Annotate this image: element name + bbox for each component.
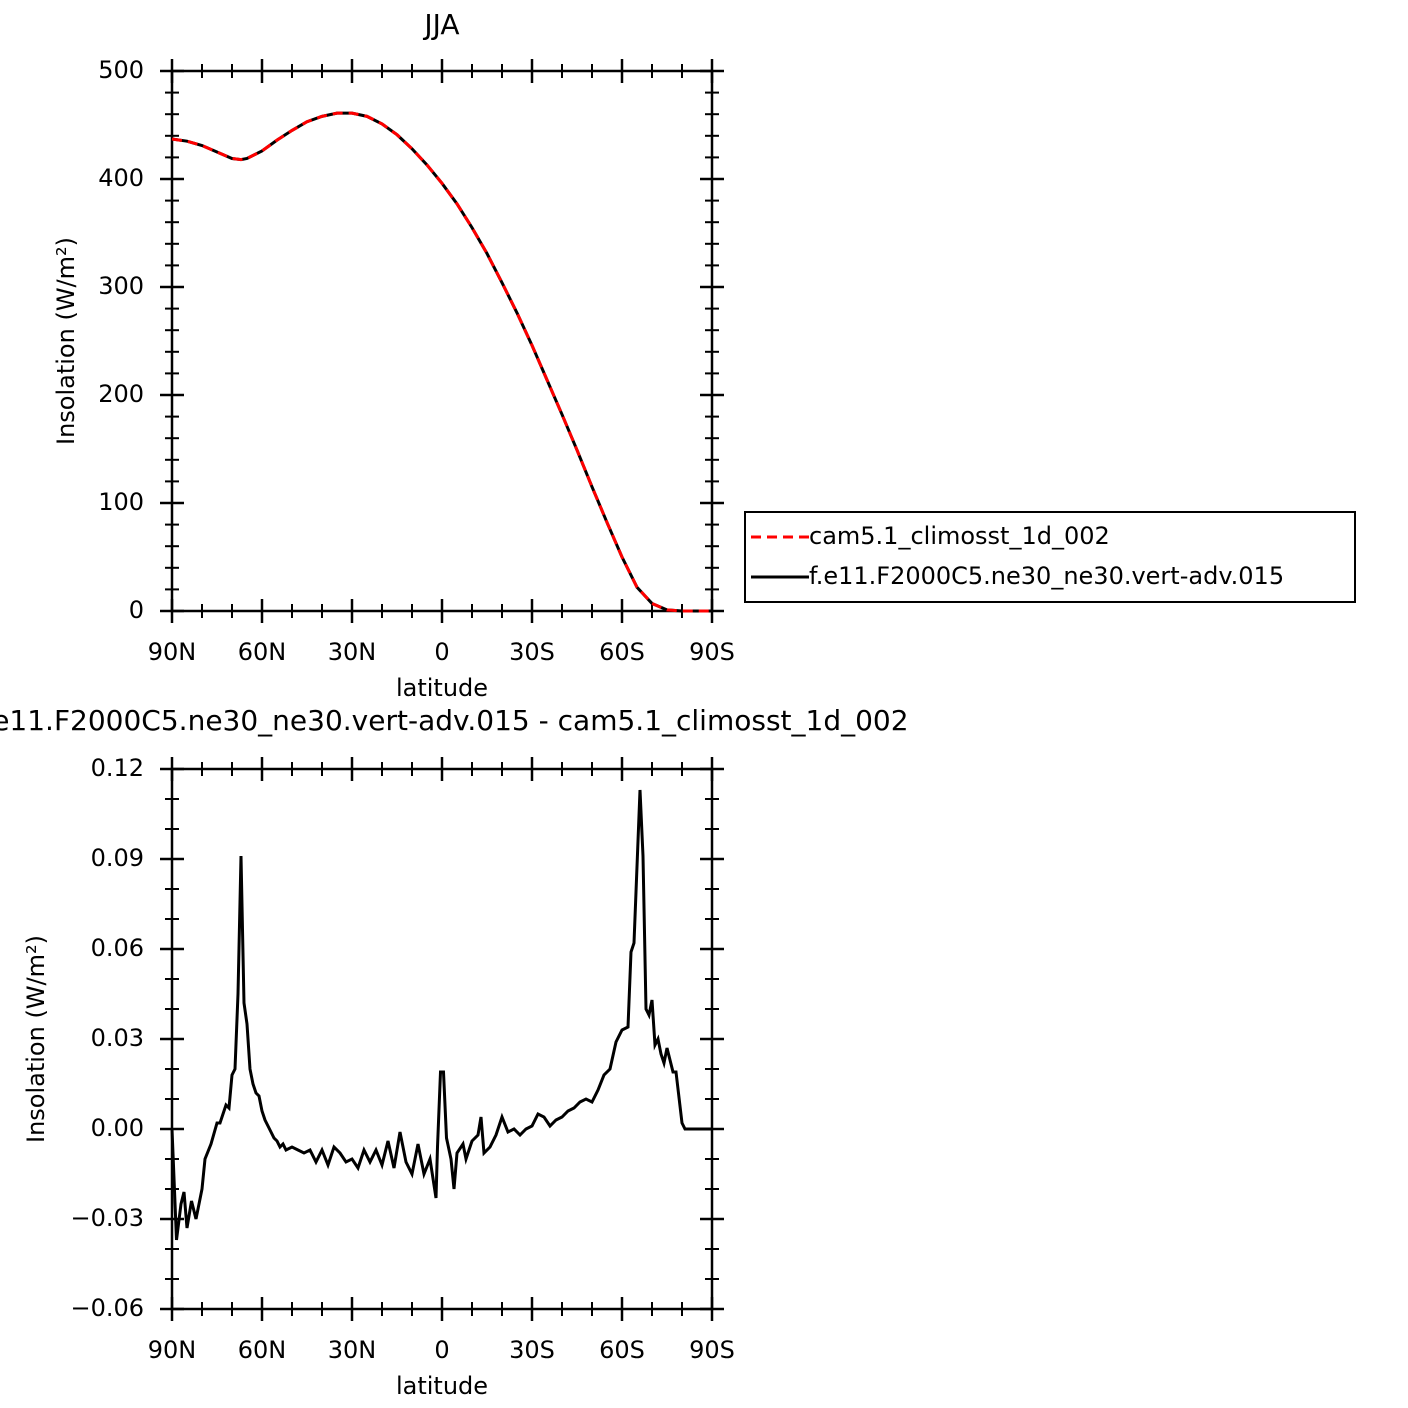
plot-frame [170, 767, 714, 1311]
x-tick-label: 90S [689, 638, 735, 666]
x-tick-label: 90N [148, 1336, 197, 1364]
x-tick-label: 60N [238, 638, 287, 666]
y-tick-label: 0.03 [91, 1024, 144, 1052]
x-tick-label: 90S [689, 1336, 735, 1364]
y-tick-label: 0.06 [91, 934, 144, 962]
data-line [171, 111, 712, 613]
y-tick-label: 0 [129, 596, 144, 624]
y-tick-label: 0.12 [91, 754, 144, 782]
x-tick-label: 30S [509, 1336, 555, 1364]
y-tick-label: 0.09 [91, 844, 144, 872]
y-tick-label: 100 [98, 488, 144, 516]
legend-label: f.e11.F2000C5.ne30_ne30.vert-adv.015 [809, 562, 1284, 590]
y-tick-label: −0.03 [70, 1204, 144, 1232]
x-tick-label: 0 [434, 1336, 449, 1364]
x-tick-label: 30N [328, 1336, 377, 1364]
y-tick-label: 0.00 [91, 1114, 144, 1142]
x-tick-label: 60N [238, 1336, 287, 1364]
plot-frame [170, 69, 714, 613]
y-axis-label: Insolation (W/m²) [52, 237, 80, 445]
x-tick-label: 30N [328, 638, 377, 666]
y-axis-label: Insolation (W/m²) [22, 935, 50, 1143]
y-tick-label: 500 [98, 56, 144, 84]
y-tick-label: 400 [98, 164, 144, 192]
chart-title: JJA [422, 8, 459, 41]
x-tick-label: 60S [599, 1336, 645, 1364]
legend-box [744, 511, 1356, 603]
y-tick-label: −0.06 [70, 1294, 144, 1322]
legend-label: cam5.1_climosst_1d_002 [809, 522, 1110, 550]
x-tick-label: 0 [434, 638, 449, 666]
x-tick-label: 30S [509, 638, 555, 666]
y-tick-label: 300 [98, 272, 144, 300]
x-tick-label: 90N [148, 638, 197, 666]
chart-title: f.e11.F2000C5.ne30_ne30.vert-adv.015 - c… [0, 704, 909, 737]
data-line [170, 789, 712, 1241]
x-axis-label: latitude [396, 674, 488, 702]
x-tick-label: 60S [599, 638, 645, 666]
data-line [171, 111, 712, 613]
x-axis-label: latitude [396, 1372, 488, 1400]
y-tick-label: 200 [98, 380, 144, 408]
